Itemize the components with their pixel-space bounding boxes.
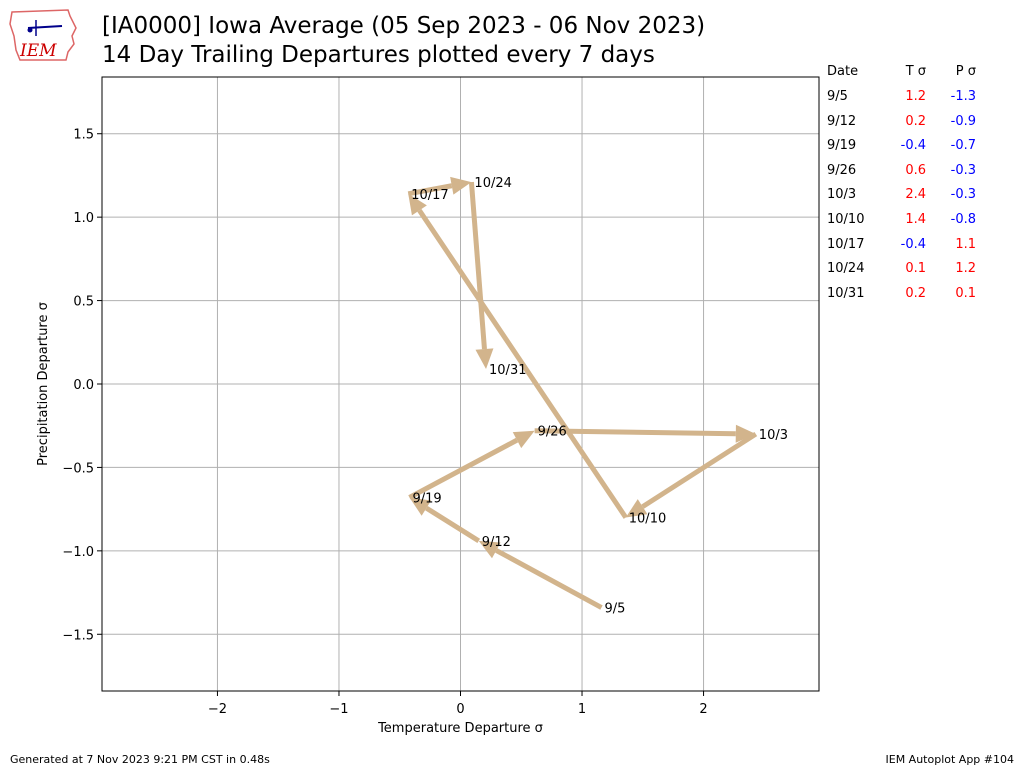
footer-generated: Generated at 7 Nov 2023 9:21 PM CST in 0…: [10, 753, 270, 766]
table-header-temp: T σ: [905, 64, 926, 79]
y-tick-label: −1.0: [62, 545, 94, 560]
arrow-head: [408, 193, 427, 216]
x-tick-label: 1: [578, 702, 586, 717]
x-axis-label: Temperature Departure σ: [377, 721, 543, 736]
chart-subtitle: 14 Day Trailing Departures plotted every…: [102, 42, 655, 68]
point-label: 9/5: [604, 602, 625, 617]
table-precip-cell: 0.1: [955, 285, 976, 301]
trajectory-segment: [641, 431, 758, 509]
weather-vane-icon: [27, 25, 63, 29]
y-tick-label: 0.5: [73, 295, 94, 310]
table-date-cell: 9/5: [827, 89, 848, 104]
table-temp-cell: 0.6: [905, 162, 926, 178]
table-date-cell: 9/19: [827, 138, 857, 154]
table-temp-cell: 0.2: [905, 285, 926, 301]
arrow-head: [478, 540, 501, 559]
point-label: 9/12: [482, 535, 511, 550]
table-temp-cell: -0.4: [900, 138, 926, 154]
table-date-cell: 10/17: [827, 236, 865, 252]
table-precip-cell: -0.7: [950, 138, 976, 154]
table-precip-cell: -0.3: [950, 162, 976, 178]
table-date-cell: 10/3: [827, 187, 857, 203]
point-label: 9/19: [412, 491, 441, 506]
arrow-head: [512, 430, 535, 449]
arrow-head: [475, 348, 494, 369]
point-label: 10/24: [474, 176, 511, 191]
table-date-cell: 9/12: [827, 113, 857, 129]
table-temp-cell: 1.2: [905, 89, 926, 104]
iowa-state-outline: [9, 9, 77, 61]
table-precip-cell: 1.2: [955, 261, 976, 277]
table-temp-cell: 0.1: [905, 261, 926, 277]
table-precip-cell: -0.3: [950, 187, 976, 203]
y-tick-label: 0.0: [73, 378, 94, 393]
y-tick-label: 1.5: [73, 128, 94, 143]
trajectory-segment: [417, 208, 628, 519]
table-date-cell: 10/31: [827, 285, 865, 301]
x-tick-label: 0: [456, 702, 464, 717]
table-precip-cell: 1.1: [955, 236, 976, 252]
table-temp-cell: 0.2: [905, 113, 926, 129]
x-tick-label: −1: [329, 702, 348, 717]
arrow-head: [735, 424, 756, 443]
logo-text: IEM: [19, 41, 57, 61]
y-tick-label: 1.0: [73, 211, 94, 226]
table-header-date: Date: [827, 64, 859, 79]
x-tick-label: −2: [208, 702, 227, 717]
footer-app: IEM Autoplot App #104: [885, 753, 1015, 766]
point-label: 10/10: [629, 511, 666, 526]
y-axis-label: Precipitation Departure σ: [36, 302, 51, 466]
iem-logo: IEM: [9, 9, 77, 61]
table-date-cell: 10/24: [827, 261, 865, 277]
point-label: 9/26: [538, 425, 567, 440]
y-tick-label: −0.5: [62, 461, 94, 476]
point-label: 10/3: [759, 428, 788, 443]
x-tick-label: 2: [699, 702, 707, 717]
table-date-cell: 9/26: [827, 162, 857, 178]
point-label: 10/31: [489, 363, 526, 378]
chart-title: [IA0000] Iowa Average (05 Sep 2023 - 06 …: [102, 13, 706, 39]
table-temp-cell: 1.4: [905, 212, 926, 227]
table-header-precip: P σ: [955, 64, 976, 79]
arrow-head: [409, 497, 432, 516]
table-date-cell: 10/10: [827, 212, 865, 227]
table-temp-cell: -0.4: [900, 236, 926, 252]
trajectory-segment: [495, 548, 603, 610]
trajectory-segment: [468, 181, 487, 350]
trajectory-segment: [425, 505, 481, 543]
trajectory-segment: [408, 437, 519, 500]
table-precip-cell: -1.3: [950, 89, 976, 104]
point-label: 10/17: [411, 188, 448, 203]
arrow-head: [625, 499, 648, 518]
arrow-head: [450, 176, 472, 195]
table-temp-cell: 2.4: [905, 187, 926, 203]
y-tick-label: −1.5: [62, 628, 94, 643]
table-precip-cell: -0.9: [950, 113, 976, 129]
trajectory-segment: [407, 183, 453, 197]
table-precip-cell: -0.8: [950, 212, 976, 227]
